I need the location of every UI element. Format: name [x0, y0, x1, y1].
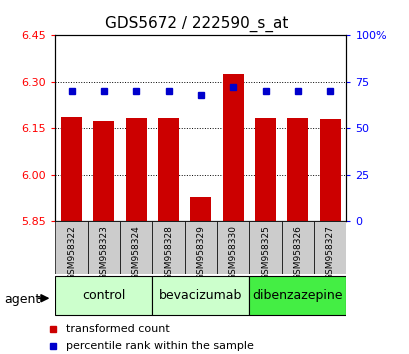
Bar	[93, 121, 114, 221]
Bar	[249, 221, 281, 274]
Bar	[287, 118, 308, 221]
Text: GSM958322: GSM958322	[67, 225, 76, 280]
Bar	[120, 221, 152, 274]
Bar	[222, 74, 243, 221]
Bar	[126, 118, 146, 221]
Text: bevacizumab: bevacizumab	[159, 289, 242, 302]
Bar	[55, 276, 152, 315]
Bar	[216, 221, 249, 274]
Text: GDS5672 / 222590_s_at: GDS5672 / 222590_s_at	[105, 16, 288, 32]
Text: percentile rank within the sample: percentile rank within the sample	[65, 341, 253, 351]
Bar	[281, 221, 313, 274]
Bar	[184, 221, 216, 274]
Bar	[157, 118, 179, 221]
Bar	[313, 221, 346, 274]
Text: control: control	[82, 289, 125, 302]
Bar	[249, 276, 346, 315]
Bar	[55, 221, 88, 274]
Text: GSM958323: GSM958323	[99, 225, 108, 280]
Text: GSM958326: GSM958326	[293, 225, 302, 280]
Text: dibenzazepine: dibenzazepine	[252, 289, 342, 302]
Text: transformed count: transformed count	[65, 324, 169, 333]
Bar	[319, 119, 340, 221]
Bar	[152, 221, 184, 274]
Text: GSM958324: GSM958324	[131, 225, 140, 280]
Bar	[254, 118, 275, 221]
Bar	[61, 118, 82, 221]
Text: GSM958330: GSM958330	[228, 225, 237, 280]
Text: GSM958325: GSM958325	[261, 225, 270, 280]
Bar	[190, 197, 211, 221]
Bar	[88, 221, 120, 274]
Text: GSM958328: GSM958328	[164, 225, 173, 280]
Bar	[152, 276, 249, 315]
Text: GSM958327: GSM958327	[325, 225, 334, 280]
Text: agent: agent	[4, 293, 40, 306]
Text: GSM958329: GSM958329	[196, 225, 205, 280]
